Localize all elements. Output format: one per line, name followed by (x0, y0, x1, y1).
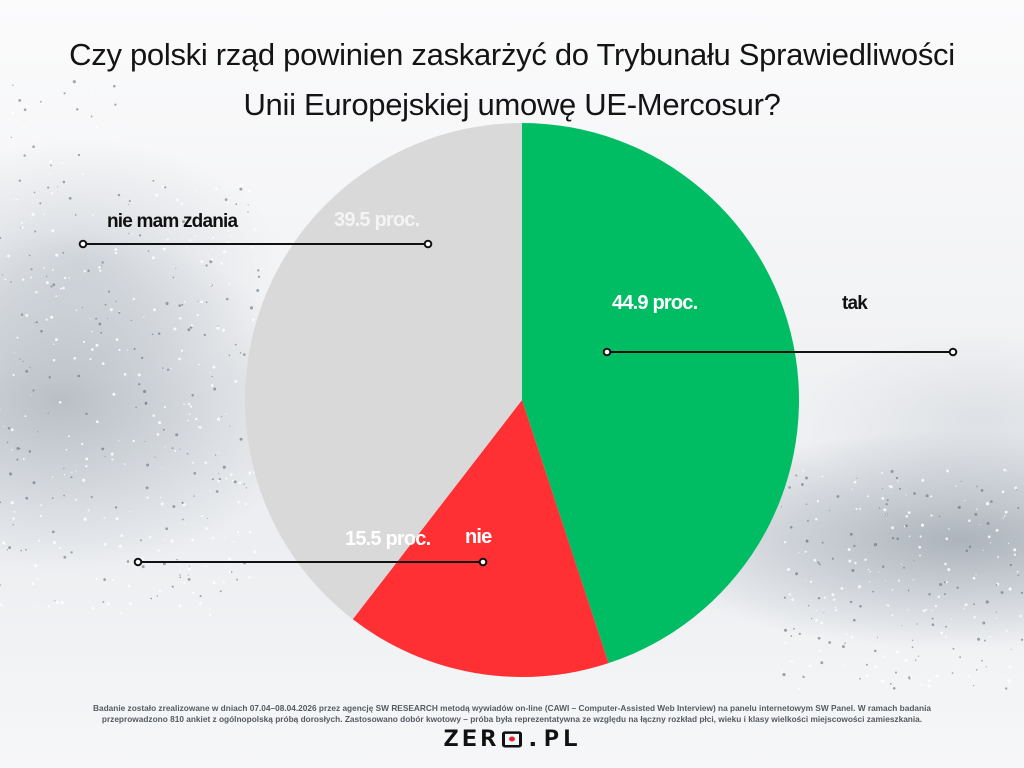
pie-slice-tak (522, 123, 799, 664)
logo-wordmark: ZER .PL (443, 726, 581, 752)
title-line-1: Czy polski rząd powinien zaskarżyć do Tr… (69, 37, 955, 72)
callout-dot-tak-start (602, 347, 612, 357)
callout-dot-nmz-end (423, 239, 433, 249)
callout-lines (78, 239, 958, 567)
callout-dot-nie-end (478, 557, 488, 567)
pie-slices (244, 123, 799, 677)
methodology-line-2: przeprowadzono 810 ankiet z ogólnopolską… (101, 714, 923, 724)
chart-title: Czy polski rząd powinien zaskarżyć do Tr… (0, 30, 1024, 130)
callout-dot-tak-end (948, 347, 958, 357)
zero-pl-logo: ZER .PL (0, 724, 1024, 754)
label-tak-name: tak (842, 293, 868, 314)
pie-slice-nie-mam-zdania (244, 123, 522, 620)
label-nie-mam-zdania-name: nie mam zdania (107, 211, 238, 232)
pie-slice-nie (352, 400, 609, 677)
label-nie-name: nie (465, 526, 492, 548)
methodology-note: Badanie zostało zrealizowane w dniach 07… (20, 703, 1004, 725)
label-nie-percent: 15.5 proc. (345, 528, 431, 550)
logo-text-part1: ZER (443, 726, 499, 752)
methodology-line-1: Badanie zostało zrealizowane w dniach 07… (92, 703, 932, 713)
callout-dot-nmz-start (78, 239, 88, 249)
title-line-2: Unii Europejskiej umowę UE-Mercosur? (243, 87, 781, 122)
logo-record-dot-icon (502, 730, 522, 748)
label-tak-percent: 44.9 proc. (612, 292, 698, 314)
label-nie-mam-zdania-percent: 39.5 proc. (334, 209, 420, 231)
callout-dot-nie-start (133, 557, 143, 567)
logo-text-part2: .PL (525, 726, 581, 752)
